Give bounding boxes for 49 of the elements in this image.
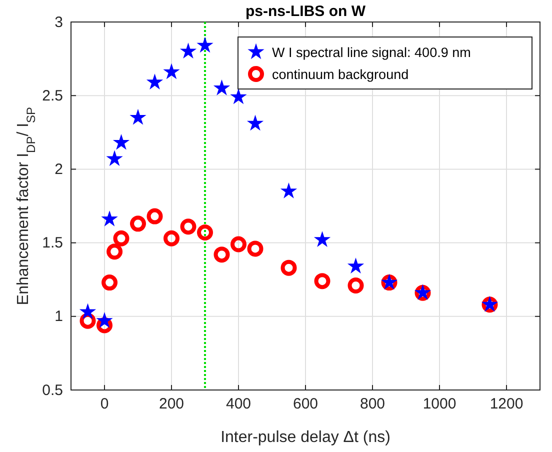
point xyxy=(280,260,297,276)
point xyxy=(181,44,196,58)
point xyxy=(164,64,178,78)
point xyxy=(198,38,212,52)
point xyxy=(214,246,230,263)
point xyxy=(96,317,112,334)
point xyxy=(80,312,96,329)
y-tick-label: 0.5 xyxy=(42,382,63,399)
y-tick-label: 2 xyxy=(54,161,63,178)
point xyxy=(114,136,128,149)
point xyxy=(108,152,122,165)
point xyxy=(248,116,262,130)
chart-title: ps-ns-LIBS on W xyxy=(246,3,366,20)
x-tick-label: 600 xyxy=(292,396,318,413)
point xyxy=(80,304,95,318)
x-tick-label: 1200 xyxy=(490,396,524,413)
point xyxy=(146,208,163,224)
point xyxy=(247,240,264,257)
x-tick-label: 1000 xyxy=(422,396,456,413)
point xyxy=(348,259,363,272)
legend-label: continuum background xyxy=(272,67,409,82)
y-tick-label: 3 xyxy=(54,14,63,31)
point xyxy=(180,218,196,235)
point xyxy=(106,244,123,260)
y-tick-label: 1.5 xyxy=(42,234,63,252)
point xyxy=(230,236,246,252)
point xyxy=(282,184,296,198)
point xyxy=(232,90,246,103)
point xyxy=(130,216,146,232)
y-tick-label: 1 xyxy=(54,308,63,326)
point xyxy=(148,75,162,88)
point xyxy=(102,274,118,291)
x-tick-label: 200 xyxy=(158,396,184,413)
point xyxy=(164,230,180,246)
point xyxy=(131,110,145,124)
point xyxy=(102,212,116,226)
point xyxy=(348,277,364,294)
x-axis-title: Inter-pulse delay Δt (ns) xyxy=(220,429,390,446)
x-tick-label: 800 xyxy=(360,396,386,413)
point xyxy=(197,224,213,240)
legend-label: W I spectral line signal: 400.9 nm xyxy=(272,45,471,60)
x-tick-label: 0 xyxy=(100,396,109,413)
point xyxy=(113,230,130,246)
x-tick-label: 400 xyxy=(226,396,252,413)
point xyxy=(214,81,229,94)
y-tick-label: 2.5 xyxy=(42,87,63,104)
point xyxy=(98,314,112,327)
point xyxy=(315,232,330,246)
point xyxy=(314,273,330,290)
